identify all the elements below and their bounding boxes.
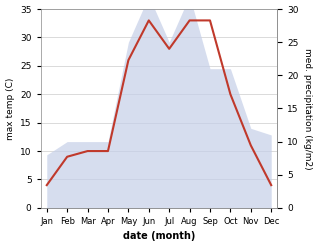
X-axis label: date (month): date (month) (123, 231, 195, 242)
Y-axis label: med. precipitation (kg/m2): med. precipitation (kg/m2) (303, 48, 313, 169)
Y-axis label: max temp (C): max temp (C) (5, 77, 15, 140)
